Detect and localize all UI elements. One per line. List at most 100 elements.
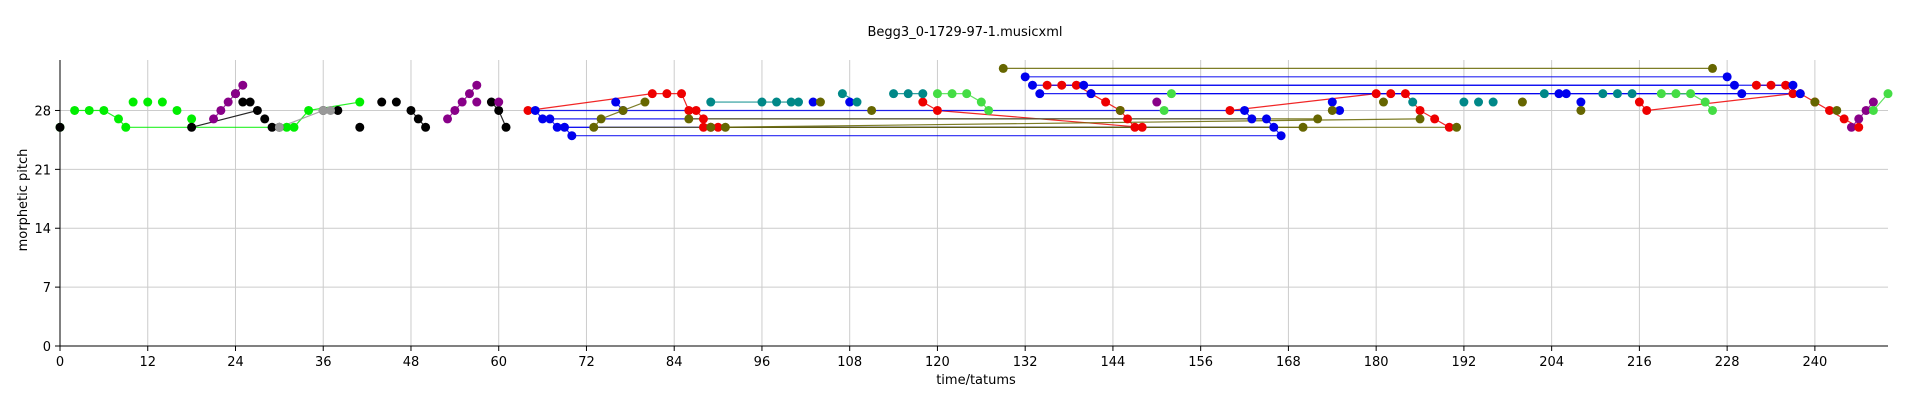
x-tick-label: 192 bbox=[1451, 355, 1476, 370]
series-5-link bbox=[710, 118, 1421, 128]
series-4-point bbox=[1554, 89, 1564, 99]
series-0-point bbox=[172, 105, 182, 115]
series-3-point bbox=[1101, 97, 1111, 107]
series-0-point bbox=[157, 97, 167, 107]
x-tick-label: 132 bbox=[1013, 355, 1038, 370]
x-tick-label: 120 bbox=[925, 355, 950, 370]
series-6-point bbox=[837, 89, 847, 99]
x-tick-label: 156 bbox=[1188, 355, 1213, 370]
series-3-point bbox=[932, 105, 942, 115]
series-0-point bbox=[187, 114, 197, 124]
series-5-point bbox=[706, 122, 716, 132]
series-5-point bbox=[1115, 105, 1125, 115]
series-7-point bbox=[976, 97, 986, 107]
series-1-link bbox=[191, 109, 258, 128]
series-4-point bbox=[1079, 80, 1089, 90]
series-3-point bbox=[1444, 122, 1454, 132]
series-3-point bbox=[662, 89, 672, 99]
series-2-point bbox=[457, 97, 467, 107]
series-2-point bbox=[1854, 114, 1864, 124]
x-tick-label: 24 bbox=[227, 355, 244, 370]
series-3-point bbox=[1825, 105, 1835, 115]
chart-title: Begg3_0-1729-97-1.musicxml bbox=[868, 25, 1063, 40]
series-4-point bbox=[1261, 114, 1271, 124]
grid-lines bbox=[60, 60, 1888, 346]
series-0-point bbox=[113, 114, 123, 124]
series-6-point bbox=[889, 89, 899, 99]
series-7-point bbox=[1671, 89, 1681, 99]
series-3-point bbox=[1137, 122, 1147, 132]
series-7-point bbox=[1883, 89, 1893, 99]
series-3-point bbox=[713, 122, 723, 132]
series-6-point bbox=[1488, 97, 1498, 107]
series-0-point bbox=[121, 122, 131, 132]
series-5-point bbox=[1452, 122, 1462, 132]
series-7-point bbox=[1686, 89, 1696, 99]
series-3-point bbox=[1415, 105, 1425, 115]
x-tick-label: 84 bbox=[666, 355, 683, 370]
x-axis-label: time/tatums bbox=[936, 373, 1016, 388]
series-1-point bbox=[501, 122, 511, 132]
series-6-point bbox=[794, 97, 804, 107]
series-1-point bbox=[245, 97, 255, 107]
series-0-point bbox=[304, 105, 314, 115]
series-0-point bbox=[70, 105, 80, 115]
y-axis-label: morphetic pitch bbox=[16, 149, 31, 252]
series-3-point bbox=[1371, 89, 1381, 99]
series-5-point bbox=[815, 97, 825, 107]
series-2-point bbox=[238, 80, 248, 90]
series-2-point bbox=[209, 114, 219, 124]
series-3-point bbox=[698, 114, 708, 124]
series-1-point bbox=[391, 97, 401, 107]
series-1-point bbox=[260, 114, 270, 124]
series-4-point bbox=[560, 122, 570, 132]
x-tick-label: 168 bbox=[1276, 355, 1301, 370]
series-1-point bbox=[187, 122, 197, 132]
series-1-point bbox=[238, 97, 248, 107]
series-6-point bbox=[1408, 97, 1418, 107]
series-0-point bbox=[282, 122, 292, 132]
x-tick-label: 0 bbox=[56, 355, 64, 370]
series-0-link bbox=[308, 101, 360, 112]
series-3-point bbox=[1386, 89, 1396, 99]
series-3-point bbox=[698, 122, 708, 132]
series-7-point bbox=[1708, 105, 1718, 115]
series-7-point bbox=[1868, 105, 1878, 115]
series-0-point bbox=[99, 105, 109, 115]
series-2-point bbox=[450, 105, 460, 115]
series-5-point bbox=[1708, 63, 1718, 73]
series-3-link bbox=[1646, 93, 1794, 112]
series-4-point bbox=[545, 114, 555, 124]
x-tick-label: 12 bbox=[139, 355, 156, 370]
series-1-point bbox=[413, 114, 423, 124]
series-2-point bbox=[223, 97, 233, 107]
series-3-point bbox=[1057, 80, 1067, 90]
series-4-point bbox=[1729, 80, 1739, 90]
series-2-point bbox=[443, 114, 453, 124]
series-3-point bbox=[1642, 105, 1652, 115]
series-5-point bbox=[720, 122, 730, 132]
series-0-point bbox=[84, 105, 94, 115]
series-5-point bbox=[1832, 105, 1842, 115]
series-5-point bbox=[1576, 105, 1586, 115]
series-7-point bbox=[1159, 105, 1169, 115]
series-4-point bbox=[538, 114, 548, 124]
series-4-point bbox=[1788, 80, 1798, 90]
series-3-point bbox=[1123, 114, 1133, 124]
series-5-point bbox=[596, 114, 606, 124]
series-2-point bbox=[216, 105, 226, 115]
series-3-point bbox=[684, 105, 694, 115]
series-6-point bbox=[852, 97, 862, 107]
series-2-point bbox=[230, 89, 240, 99]
series-4-point bbox=[567, 131, 577, 141]
series-3-point bbox=[1634, 97, 1644, 107]
x-tick-label: 216 bbox=[1627, 355, 1652, 370]
series-1-point bbox=[421, 122, 431, 132]
series-5-point bbox=[640, 97, 650, 107]
series-points bbox=[55, 63, 1893, 141]
series-5-point bbox=[1327, 105, 1337, 115]
series-7-point bbox=[947, 89, 957, 99]
series-4-point bbox=[1795, 89, 1805, 99]
series-6-point bbox=[757, 97, 767, 107]
